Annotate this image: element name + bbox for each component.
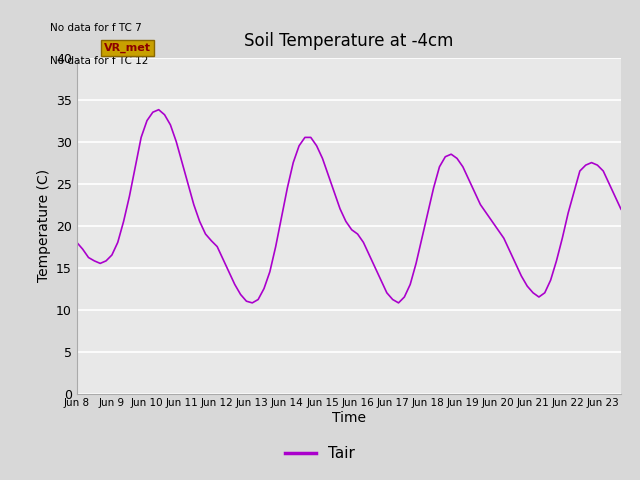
Text: No data for f TC 12: No data for f TC 12	[50, 56, 148, 66]
Legend: Tair: Tair	[279, 440, 361, 468]
X-axis label: Time: Time	[332, 411, 366, 425]
Y-axis label: Temperature (C): Temperature (C)	[36, 169, 51, 282]
Text: VR_met: VR_met	[104, 43, 151, 53]
Title: Soil Temperature at -4cm: Soil Temperature at -4cm	[244, 33, 454, 50]
Text: No data for f TC 7: No data for f TC 7	[50, 23, 141, 33]
